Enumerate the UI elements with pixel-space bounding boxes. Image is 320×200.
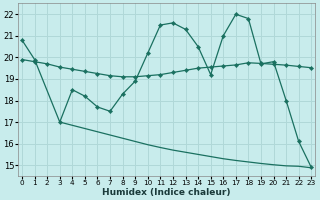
X-axis label: Humidex (Indice chaleur): Humidex (Indice chaleur) (102, 188, 231, 197)
